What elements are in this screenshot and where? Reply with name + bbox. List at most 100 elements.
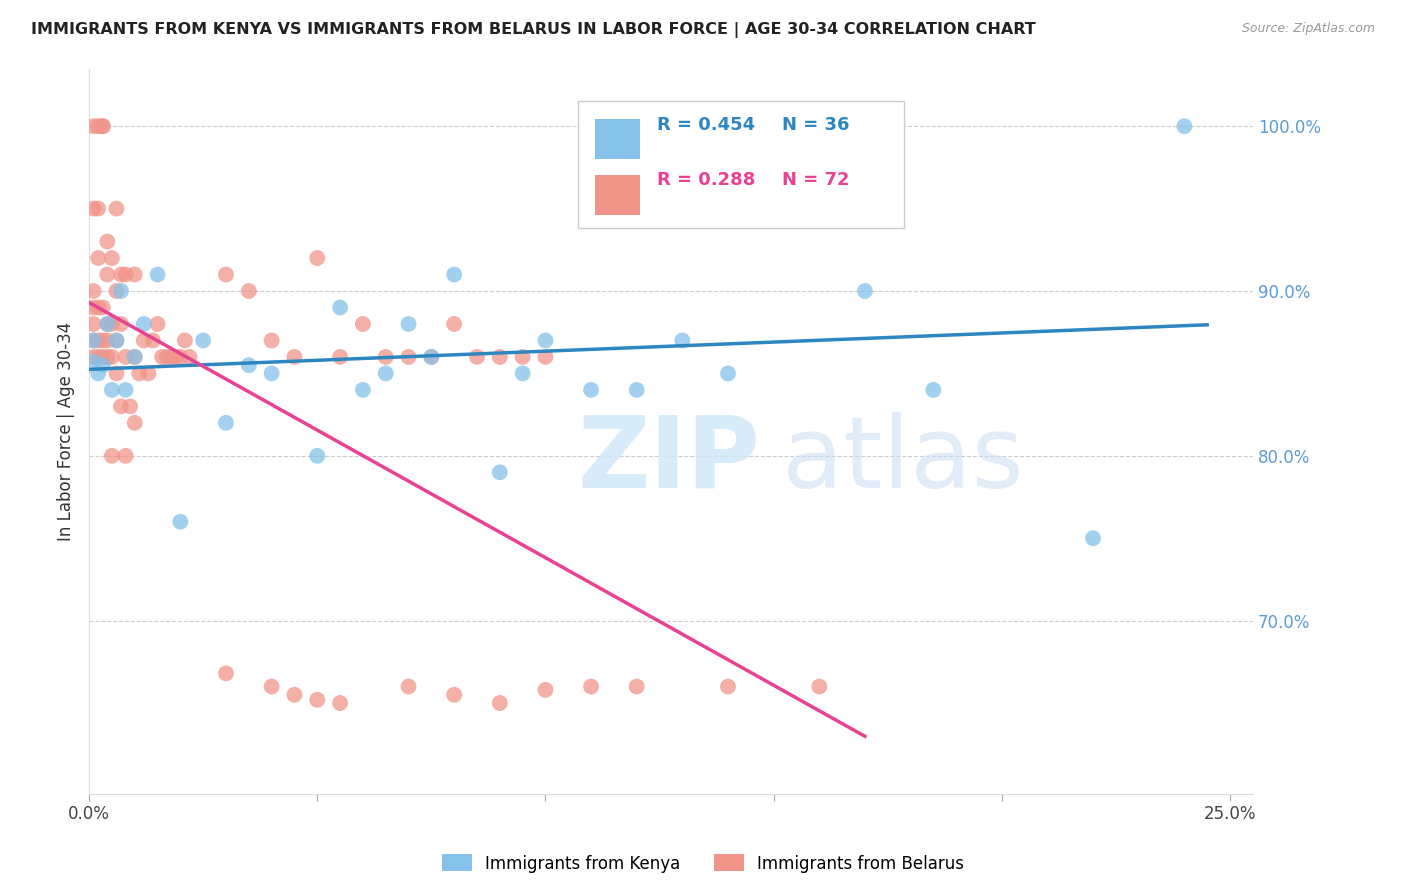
Point — [96, 334, 118, 348]
Point — [1081, 531, 1104, 545]
Text: Source: ZipAtlas.com: Source: ZipAtlas.com — [1241, 22, 1375, 36]
Point — [191, 334, 214, 348]
Point — [374, 350, 396, 364]
Point — [329, 301, 352, 315]
Point — [91, 301, 114, 315]
Point — [853, 284, 876, 298]
Point — [96, 317, 118, 331]
Point — [165, 350, 187, 364]
Point — [160, 350, 183, 364]
Point — [626, 680, 648, 694]
Point — [124, 350, 146, 364]
Point — [83, 317, 105, 331]
Point — [110, 284, 132, 298]
Point — [534, 334, 557, 348]
Point — [671, 334, 693, 348]
Point — [150, 350, 173, 364]
Point — [307, 449, 329, 463]
Point — [105, 367, 128, 381]
Point — [238, 358, 260, 372]
Point — [174, 334, 197, 348]
Point — [83, 301, 105, 315]
Text: N = 72: N = 72 — [782, 171, 849, 189]
Point — [512, 367, 534, 381]
Point — [238, 284, 260, 298]
Point — [398, 317, 420, 331]
Point — [83, 355, 105, 369]
Point — [142, 334, 165, 348]
Point — [114, 268, 136, 282]
Point — [260, 680, 283, 694]
Text: R = 0.454: R = 0.454 — [657, 116, 755, 134]
Point — [91, 334, 114, 348]
Point — [110, 400, 132, 414]
Point — [105, 202, 128, 216]
Point — [1173, 119, 1195, 133]
Point — [808, 680, 831, 694]
Text: IMMIGRANTS FROM KENYA VS IMMIGRANTS FROM BELARUS IN LABOR FORCE | AGE 30-34 CORR: IMMIGRANTS FROM KENYA VS IMMIGRANTS FROM… — [31, 22, 1036, 38]
Point — [87, 334, 110, 348]
Point — [156, 350, 179, 364]
Point — [105, 334, 128, 348]
Point — [101, 251, 124, 265]
Point — [215, 416, 238, 430]
Point — [465, 350, 488, 364]
Point — [179, 350, 201, 364]
Point — [87, 350, 110, 364]
Point — [307, 692, 329, 706]
Point — [329, 696, 352, 710]
Point — [114, 350, 136, 364]
Point — [83, 350, 105, 364]
Point — [374, 367, 396, 381]
Text: atlas: atlas — [782, 411, 1024, 508]
Point — [283, 688, 305, 702]
Point — [105, 334, 128, 348]
Point — [512, 350, 534, 364]
Point — [91, 119, 114, 133]
Point — [922, 383, 945, 397]
Point — [83, 202, 105, 216]
Point — [91, 350, 114, 364]
Point — [488, 350, 510, 364]
Point — [579, 680, 602, 694]
Point — [120, 400, 142, 414]
Point — [96, 268, 118, 282]
Point — [105, 284, 128, 298]
Point — [443, 317, 465, 331]
Point — [87, 301, 110, 315]
Point — [352, 383, 374, 397]
Legend: Immigrants from Kenya, Immigrants from Belarus: Immigrants from Kenya, Immigrants from B… — [436, 847, 970, 880]
Bar — [595, 120, 640, 159]
Point — [717, 680, 740, 694]
Point — [488, 696, 510, 710]
Point — [398, 680, 420, 694]
Point — [87, 367, 110, 381]
Point — [488, 465, 510, 479]
Point — [307, 251, 329, 265]
Point — [398, 350, 420, 364]
Point — [83, 284, 105, 298]
Point — [260, 334, 283, 348]
Point — [146, 317, 169, 331]
Point — [110, 268, 132, 282]
Point — [91, 358, 114, 372]
Point — [717, 367, 740, 381]
Point — [83, 334, 105, 348]
Point — [626, 383, 648, 397]
Point — [132, 317, 155, 331]
Point — [169, 515, 191, 529]
Point — [110, 317, 132, 331]
Point — [114, 449, 136, 463]
Point — [101, 317, 124, 331]
Point — [283, 350, 305, 364]
Point — [443, 268, 465, 282]
Bar — [595, 175, 640, 215]
Point — [83, 334, 105, 348]
Point — [128, 367, 150, 381]
Point — [101, 449, 124, 463]
Point — [260, 367, 283, 381]
Point — [96, 235, 118, 249]
Point — [114, 383, 136, 397]
Point — [420, 350, 443, 364]
Text: N = 36: N = 36 — [782, 116, 849, 134]
